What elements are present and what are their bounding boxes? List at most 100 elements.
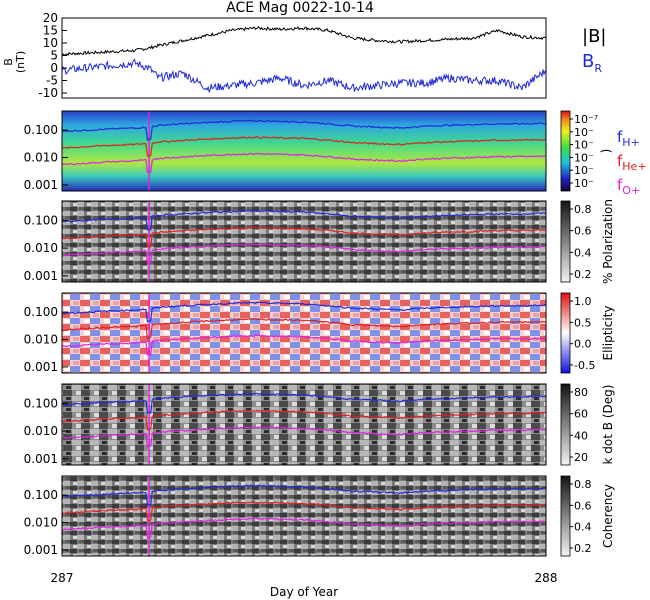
colorbar-tick-label: 0.4 [574, 521, 592, 534]
freq-curve-h [61, 392, 547, 414]
freq-tick-label: 0.001 [24, 269, 58, 283]
colorbar-tick-label: 10⁻ [574, 164, 594, 177]
x-tick-287: 287 [51, 571, 74, 585]
freq-label-o-f: f [617, 176, 623, 194]
freq-label-h-sub: H+ [622, 136, 640, 149]
b-field-y-tick-label: -10 [38, 86, 58, 100]
b-field-ylabel-bottom: (nT) [14, 51, 27, 73]
freq-curve-h [61, 119, 546, 141]
spectrogram-image [62, 293, 546, 373]
freq-label-h: fH+ [617, 128, 640, 149]
b-field-ylabel-top: B [2, 58, 15, 66]
colorbar-tick-label: 40 [574, 429, 588, 442]
colorbar-tick-label: 0.5 [574, 316, 592, 329]
spectrogram-panel-2: 0.100 0.010 0.001 0.8 0.6 0.4 0.2 % Polarizatio… [24, 199, 615, 284]
chart-title: ACE Mag 0022-10-14 [226, 0, 374, 16]
colorbar-tick-label: 60 [574, 408, 588, 421]
freq-curve-he [61, 226, 547, 248]
colorbar-label: Ellipticity [601, 306, 615, 361]
legend-b-r-label: B [582, 51, 594, 72]
freq-curve-he [61, 409, 547, 431]
freq-tick-label: 0.001 [24, 543, 58, 557]
colorbar-label: Coherency [601, 484, 615, 548]
colorbar-tick-label: 10⁻ [574, 177, 594, 190]
b-field-y-tick-label: 15 [43, 24, 58, 38]
colorbar-tick-label: 0.4 [574, 246, 592, 259]
colorbar-tick-label: 0.0 [574, 338, 592, 351]
colorbar-tick-label: 0.6 [574, 499, 592, 512]
freq-label-o: fO+ [617, 176, 640, 197]
freq-tick-label: 0.010 [24, 151, 58, 165]
freq-curve-o [62, 243, 547, 264]
freq-label-he: fHe+ [617, 152, 647, 173]
freq-label-o-sub: O+ [622, 184, 640, 197]
b-field-y-tick-label: 10 [43, 36, 58, 50]
colorbar-tick-label: 0.2 [574, 268, 592, 281]
b-field-y-tick-label: 20 [43, 11, 58, 25]
freq-tick-label: 0.001 [24, 360, 58, 374]
panel-b-frame [61, 17, 547, 99]
colorbar-label: ) [599, 149, 613, 154]
colorbar-tick-label: 10⁻ [574, 126, 594, 139]
colorbar-tick-label: 0.6 [574, 225, 592, 238]
spectrogram-frame [61, 110, 547, 192]
colorbar [560, 475, 571, 557]
freq-label-he-f: f [617, 152, 623, 170]
colorbar-tick-label: 10⁻⁷ [574, 113, 598, 126]
freq-tick-label: 0.100 [24, 213, 58, 227]
colorbar-label: k dot B (Deg) [601, 385, 615, 465]
colorbar-tick-label: 0.2 [574, 542, 592, 555]
freq-curve-o [61, 334, 547, 356]
spectrogram-frame [61, 475, 547, 557]
freq-tick-label: 0.100 [24, 305, 58, 319]
freq-curve-he [61, 135, 547, 158]
x-axis-label: Day of Year [270, 585, 338, 599]
colorbar-tick-label: 1.0 [574, 295, 592, 308]
colorbar-tick-label: 80 [574, 386, 588, 399]
spectrogram-panel-3: 0.100 0.010 0.001 1.0 0.5 0.0 -0.5 Ellipticity [24, 292, 615, 374]
colorbar-tick-label: 0.8 [574, 203, 592, 216]
b-field-lines [61, 25, 547, 94]
freq-curve-h [61, 484, 547, 506]
freq-curve-o [61, 517, 547, 539]
x-tick-288: 288 [535, 571, 558, 585]
freq-curve-o [61, 152, 547, 174]
series-b-r [61, 58, 547, 94]
b-field-y-tick-label: 5 [50, 49, 58, 63]
series-b-magnitude [61, 25, 547, 57]
freq-tick-label: 0.010 [24, 241, 58, 255]
freq-tick-label: 0.001 [24, 452, 58, 466]
freq-curve-he [61, 501, 547, 523]
freq-tick-label: 0.001 [24, 178, 58, 192]
b-field-y-tick-label: -5 [46, 74, 58, 88]
freq-tick-label: 0.010 [24, 516, 58, 530]
spectrogram-image [62, 384, 546, 465]
spectrogram-frame [61, 200, 547, 283]
spectrogram-image [62, 201, 546, 282]
freq-tick-label: 0.100 [24, 396, 58, 410]
freq-curve-h [61, 301, 547, 323]
spectrogram-panels: 0.1000.0100.00110⁻⁷10⁻10⁻10⁻10⁻10⁻)0.100… [24, 110, 615, 557]
spectrogram-panel-5: 0.100 0.010 0.001 0.8 0.6 0.4 0.2 Coherency [24, 475, 615, 557]
colorbar-label: % Polarization [601, 199, 615, 284]
legend-b-r-sub: R [594, 62, 602, 75]
freq-curve-o [61, 426, 547, 448]
colorbar-tick-label: 10⁻ [574, 139, 594, 152]
spectrogram-frame [61, 292, 547, 374]
legend-b-r: BR [582, 51, 602, 75]
freq-label-h-f: f [617, 128, 623, 146]
b-field-y-tick-label: 0 [50, 61, 58, 75]
colorbar-tick-label: 0.8 [574, 478, 592, 491]
freq-tick-label: 0.010 [24, 333, 58, 347]
colorbar [560, 292, 571, 374]
spectrogram-image [62, 476, 546, 556]
freq-curve-h [61, 209, 547, 231]
freq-curve-he [61, 318, 547, 340]
colorbar [560, 110, 571, 192]
colorbar [560, 200, 571, 283]
spectrogram-frame [61, 383, 547, 466]
